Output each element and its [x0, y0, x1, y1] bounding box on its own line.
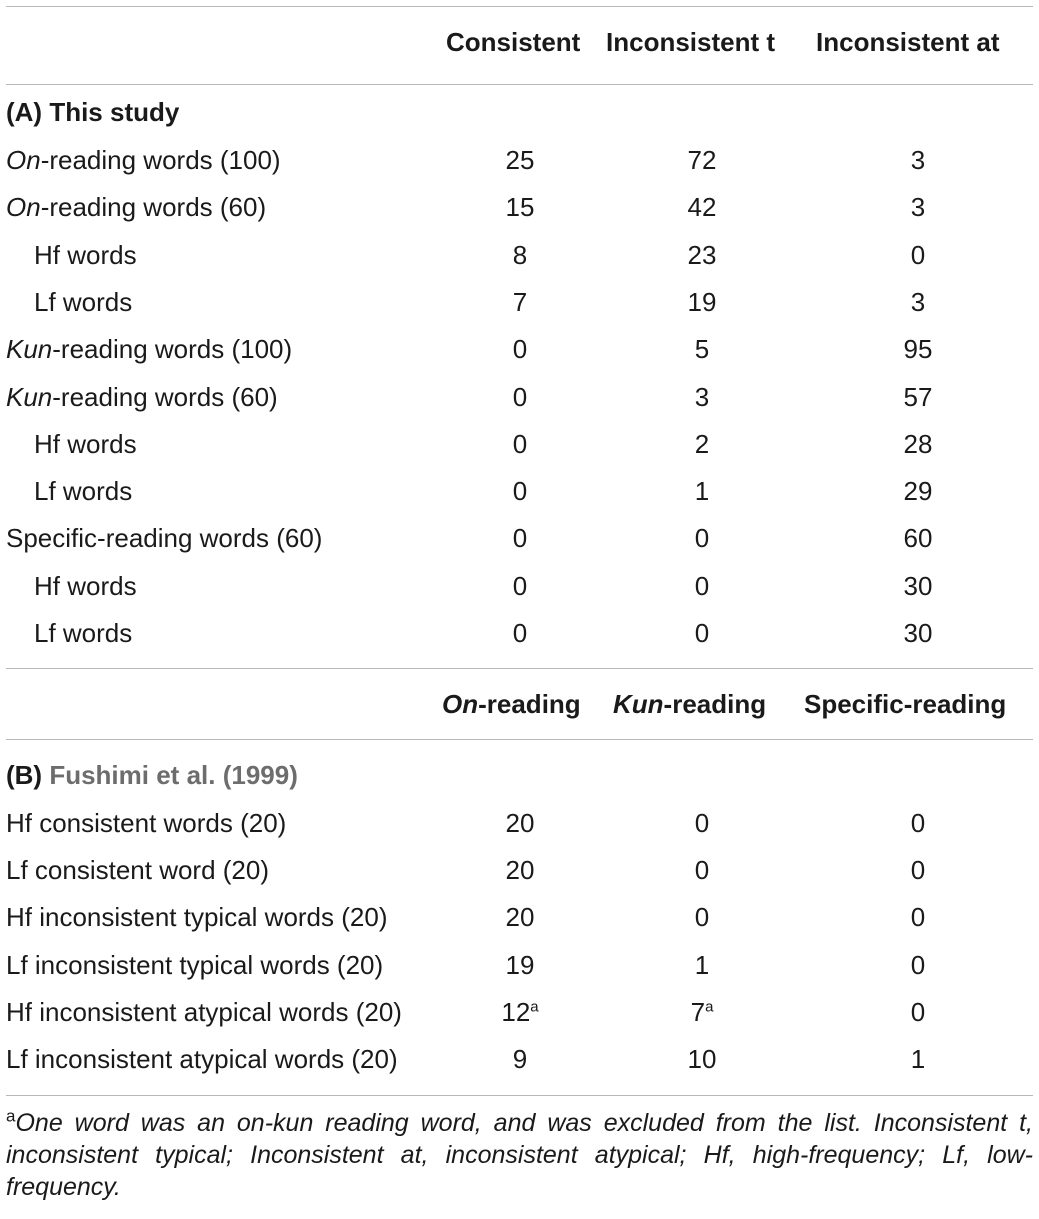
table-cell: 95 — [903, 334, 933, 364]
table-cell: 19 — [505, 950, 535, 980]
table-cell: 30 — [903, 571, 933, 601]
header-b-rule — [6, 739, 1033, 740]
row-label: On-reading words (100) — [6, 145, 281, 175]
row-label: Hf inconsistent atypical words (20) — [6, 997, 402, 1027]
table-footnote: aOne word was an on-kun reading word, an… — [6, 1107, 1033, 1203]
section-b-label: (B) Fushimi et al. (1999) — [6, 760, 298, 790]
table-cell: 2 — [694, 429, 710, 459]
table-cell: 20 — [505, 902, 535, 932]
col-header-inconsistent-t: Inconsistent t — [606, 27, 776, 57]
row-label: Lf inconsistent typical words (20) — [6, 950, 384, 980]
col-header-inconsistent-at: Inconsistent at — [816, 27, 1000, 57]
table-cell: 28 — [903, 429, 933, 459]
table-cell: 0 — [694, 902, 710, 932]
table-cell: 7a — [690, 997, 714, 1027]
table-cell: 5 — [694, 334, 710, 364]
table-cell: 7 — [512, 287, 528, 317]
table-cell: 0 — [694, 571, 710, 601]
col-header-on-reading: On-reading — [442, 689, 581, 719]
header-a-rule — [6, 84, 1033, 85]
row-label: Kun-reading words (60) — [6, 382, 278, 412]
table-cell: 0 — [910, 808, 926, 838]
table-cell: 19 — [687, 287, 717, 317]
table-cell: 1 — [694, 950, 710, 980]
row-label: Hf words — [34, 429, 137, 459]
row-label: Hf inconsistent typical words (20) — [6, 902, 388, 932]
table-cell: 0 — [694, 855, 710, 885]
table-cell: 8 — [512, 240, 528, 270]
table-cell: 9 — [512, 1044, 528, 1074]
row-label: Hf words — [34, 240, 137, 270]
table-cell: 42 — [687, 192, 717, 222]
table-cell: 0 — [910, 997, 926, 1027]
footnote-mark: a — [6, 1106, 16, 1126]
row-label: Hf words — [34, 571, 137, 601]
section-a-label: (A) This study — [6, 97, 180, 127]
table-cell: 10 — [687, 1044, 717, 1074]
footnote-text: One word was an on-kun reading word, and… — [6, 1109, 1033, 1201]
table-cell: 15 — [505, 192, 535, 222]
table-cell: 3 — [910, 145, 926, 175]
table-cell: 0 — [910, 950, 926, 980]
row-label: Kun-reading words (100) — [6, 334, 293, 364]
citation-link[interactable]: Fushimi et al. (1999) — [49, 760, 298, 790]
table-cell: 0 — [910, 855, 926, 885]
table-cell: 30 — [903, 618, 933, 648]
col-header-specific-reading: Specific-reading — [804, 689, 1007, 719]
table-cell: 72 — [687, 145, 717, 175]
row-label: Lf words — [34, 287, 133, 317]
row-label: Lf inconsistent atypical words (20) — [6, 1044, 398, 1074]
bottom-rule — [6, 1095, 1033, 1096]
table-cell: 0 — [694, 523, 710, 553]
row-label: Specific-reading words (60) — [6, 523, 323, 553]
table-cell: 23 — [687, 240, 717, 270]
table-cell: 0 — [910, 902, 926, 932]
table-cell: 29 — [903, 476, 933, 506]
table-cell: 0 — [512, 429, 528, 459]
table-cell: 20 — [505, 808, 535, 838]
table-cell: 60 — [903, 523, 933, 553]
table-cell: 20 — [505, 855, 535, 885]
table-cell: 0 — [512, 523, 528, 553]
table-cell: 0 — [512, 476, 528, 506]
table-cell: 1 — [694, 476, 710, 506]
table-cell: 57 — [903, 382, 933, 412]
table-cell: 3 — [910, 192, 926, 222]
table-cell: 0 — [910, 240, 926, 270]
section-divider-rule — [6, 668, 1033, 669]
top-rule — [6, 6, 1033, 7]
row-label: Lf consistent word (20) — [6, 855, 270, 885]
col-header-kun-reading: Kun-reading — [613, 689, 767, 719]
table-cell: 0 — [512, 618, 528, 648]
footnote-ref: a — [530, 998, 539, 1016]
row-label: Lf words — [34, 618, 133, 648]
row-label: Hf consistent words (20) — [6, 808, 287, 838]
col-header-consistent: Consistent — [446, 27, 581, 57]
table-cell: 0 — [694, 808, 710, 838]
table-cell: 0 — [694, 618, 710, 648]
table-cell: 0 — [512, 382, 528, 412]
table-cell: 3 — [910, 287, 926, 317]
row-label: Lf words — [34, 476, 133, 506]
row-label: On-reading words (60) — [6, 192, 267, 222]
table-cell: 1 — [910, 1044, 926, 1074]
table-cell: 3 — [694, 382, 710, 412]
table-cell: 25 — [505, 145, 535, 175]
footnote-ref: a — [705, 998, 714, 1016]
table-cell: 0 — [512, 334, 528, 364]
table-cell: 12a — [501, 997, 539, 1027]
table-cell: 0 — [512, 571, 528, 601]
